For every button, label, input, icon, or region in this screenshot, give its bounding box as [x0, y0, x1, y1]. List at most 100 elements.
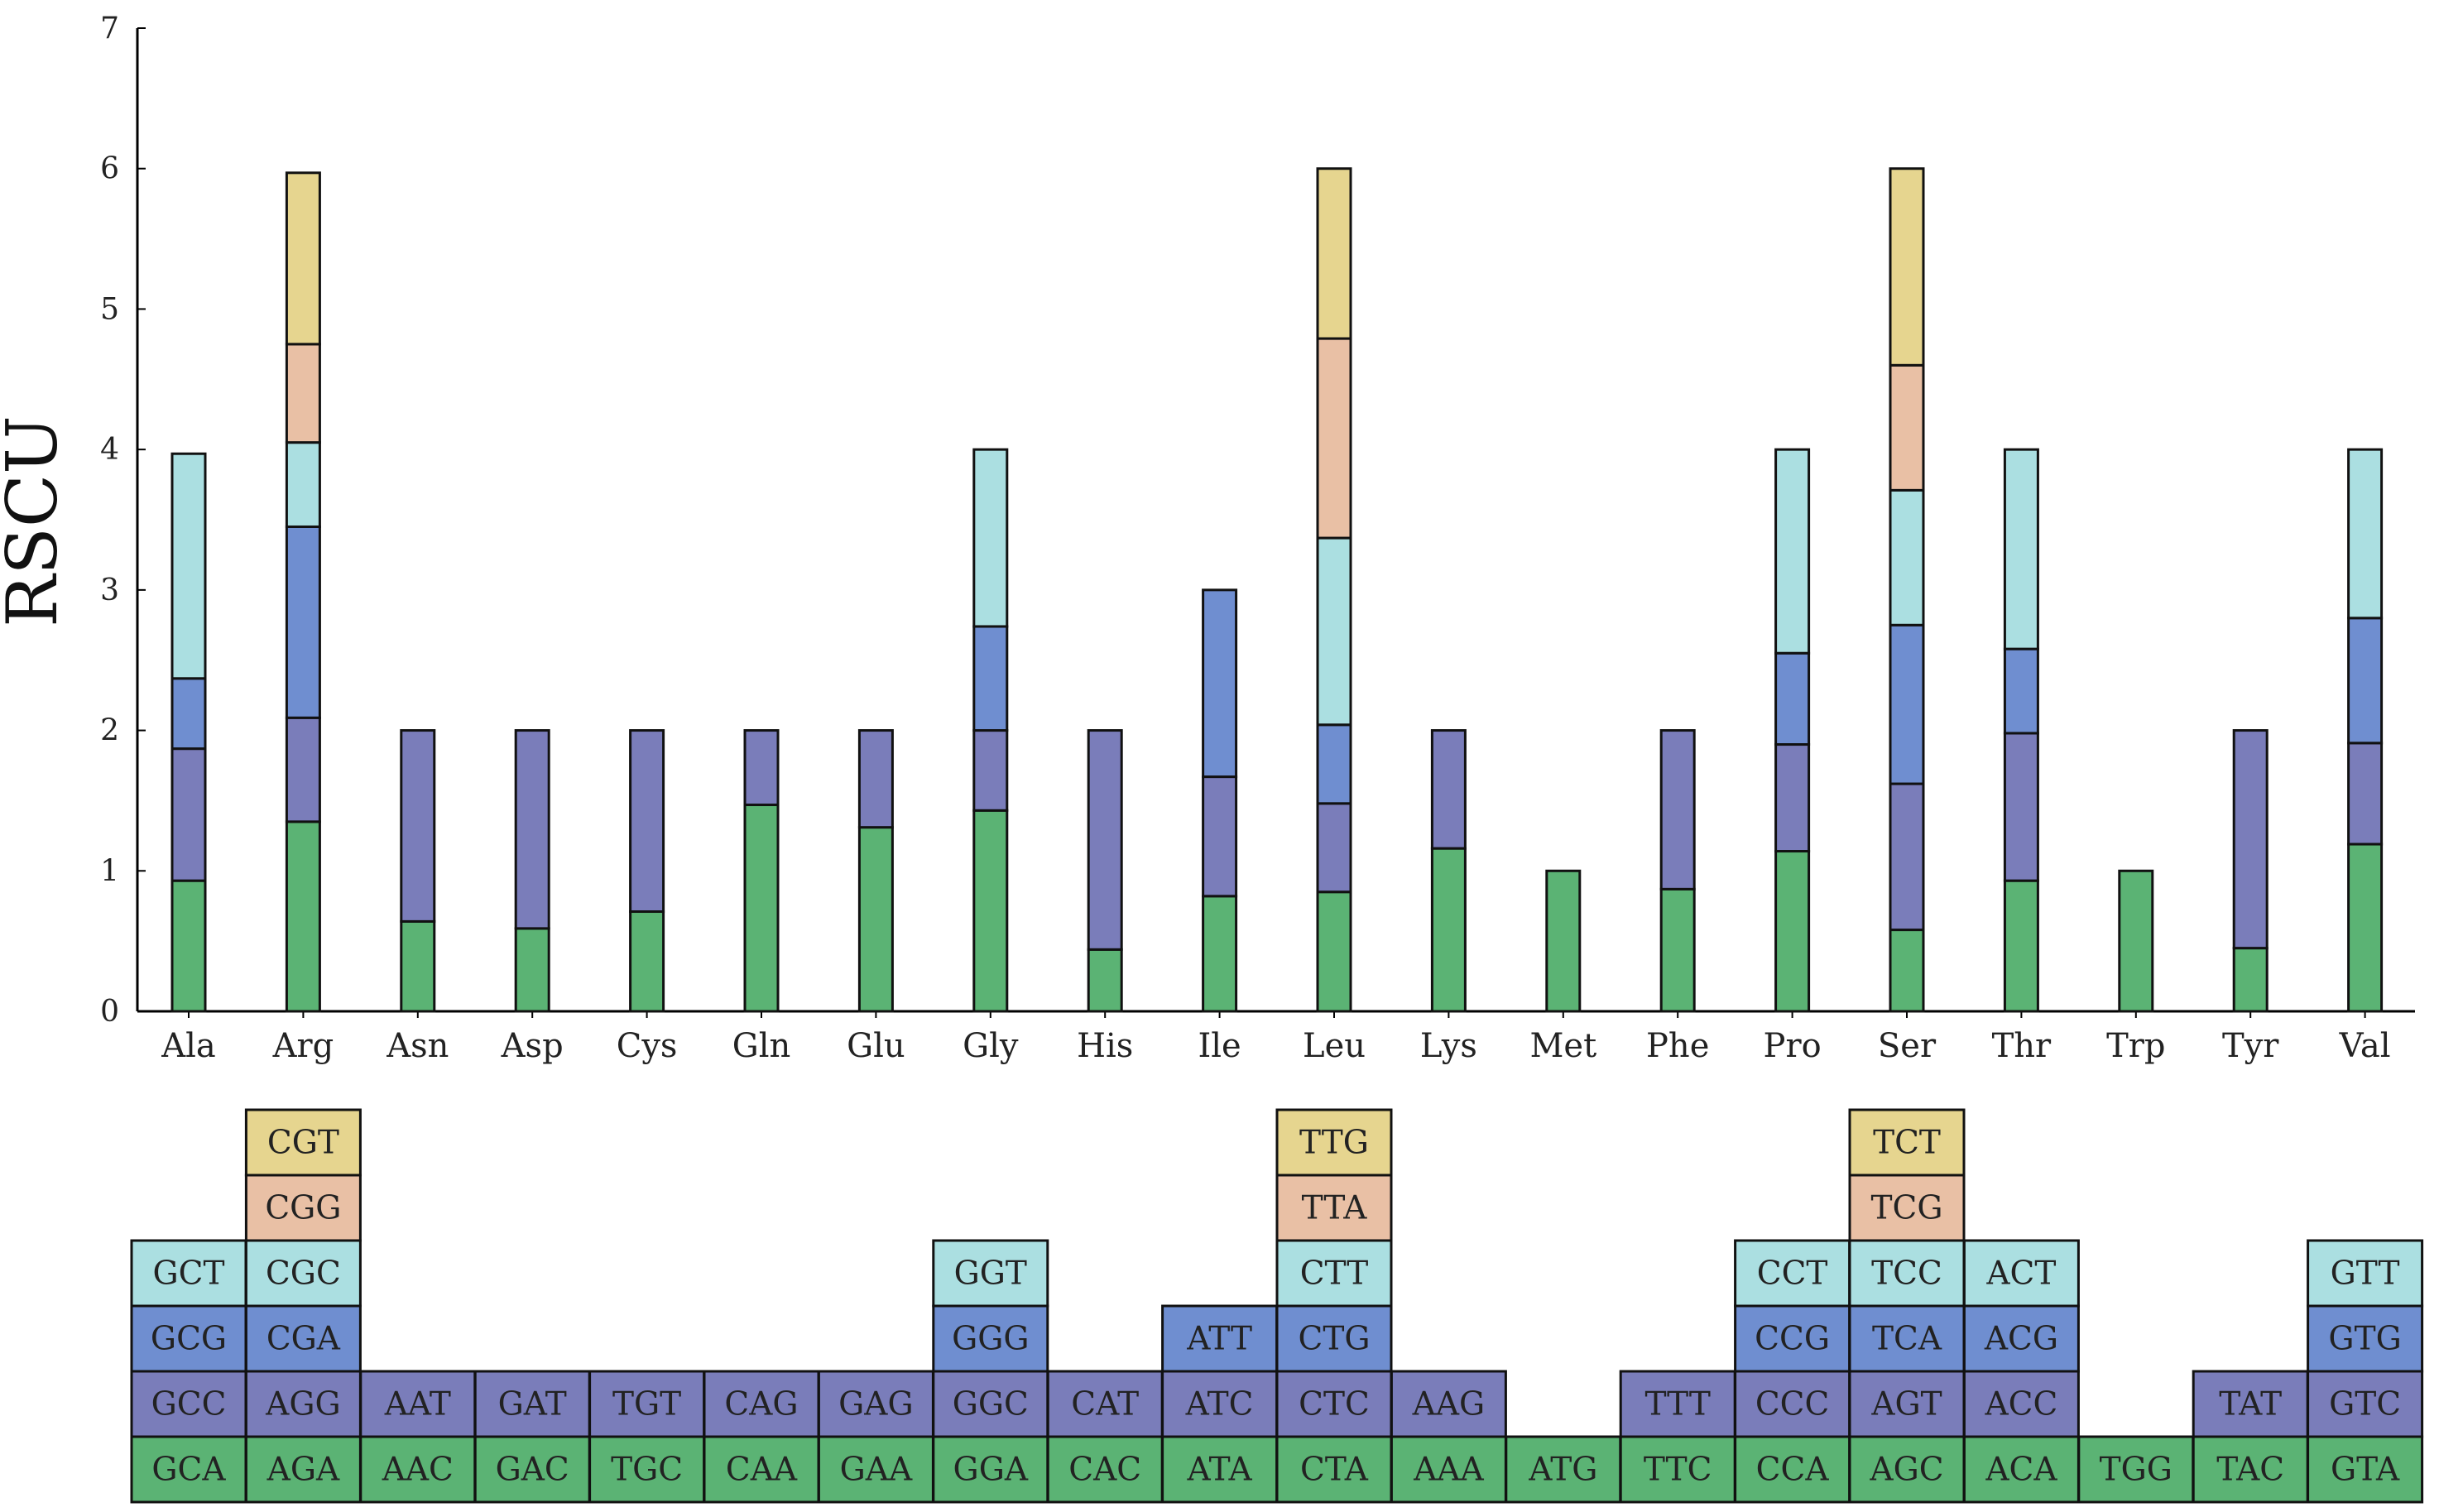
bar-segment-leu-ctg	[1316, 723, 1352, 805]
codon-label-acg: ACG	[1984, 1321, 2058, 1358]
bar-segment-pro-ccc	[1774, 743, 1811, 853]
codon-label-tgt: TGT	[612, 1386, 681, 1423]
y-tick-label: 5	[100, 292, 119, 326]
bar-segment-val-gta	[2347, 842, 2384, 1013]
codon-label-gtt: GTT	[2331, 1255, 2400, 1293]
codon-cell-gtt	[2307, 1239, 2424, 1308]
bar-segment-asn-aac	[400, 919, 436, 1013]
codon-cell-ctt	[1275, 1239, 1393, 1308]
bar-segment-gly-gga	[972, 809, 1009, 1013]
codon-cell-att	[1161, 1304, 1279, 1373]
codon-label-ttg: TTG	[1299, 1125, 1369, 1162]
y-tick-label: 4	[100, 433, 119, 467]
codon-cell-tta	[1275, 1174, 1393, 1242]
codon-label-ggg: GGG	[952, 1321, 1029, 1358]
codon-label-agg: AGG	[265, 1386, 340, 1423]
codon-label-cga: CGA	[266, 1321, 341, 1358]
codon-label-ata: ATA	[1187, 1452, 1253, 1489]
x-axis: Ala Arg Asn Asp Cys Gln Glu Gly His Ile Leu Lys Met P…	[137, 1010, 2415, 1065]
codon-label-ggt: GGT	[954, 1255, 1027, 1293]
y-axis-label: RSCU	[0, 415, 73, 627]
bar-segment-glu-gaa	[857, 826, 894, 1013]
x-tick-label-thr: Thr	[1992, 1027, 2052, 1065]
x-tick-label-ile: Ile	[1198, 1027, 1241, 1065]
bar-segment-ile-ata	[1202, 895, 1238, 1013]
bar-segment-thr-act	[2003, 448, 2039, 650]
bar-segment-met-atg	[1545, 869, 1582, 1013]
bar-segment-leu-tta	[1316, 337, 1352, 540]
codon-label-atg: ATG	[1528, 1452, 1597, 1489]
codon-cell-cgt	[244, 1108, 362, 1177]
codon-cell-ccc	[1734, 1370, 1851, 1438]
bar-segment-ile-atc	[1202, 775, 1238, 898]
codon-label-act: ACT	[1985, 1255, 2056, 1293]
bar-segment-ala-gcc	[170, 747, 207, 882]
codon-label-gct: GCT	[152, 1255, 224, 1293]
bar-segment-ser-agc	[1889, 929, 1925, 1013]
codon-cell-aat	[359, 1370, 477, 1438]
codon-label-cct: CCT	[1757, 1255, 1828, 1293]
bar-segment-pro-ccg	[1774, 651, 1811, 746]
codon-cell-cga	[244, 1304, 362, 1373]
bar-segment-gly-ggt	[972, 448, 1009, 628]
bar-segment-pro-cca	[1774, 850, 1811, 1013]
bar-segment-his-cac	[1087, 948, 1123, 1013]
codon-label-tat: TAT	[2219, 1386, 2282, 1423]
codon-cell-aaa	[1390, 1435, 1507, 1504]
codon-cell-ggt	[932, 1239, 1049, 1308]
codon-cell-ttc	[1619, 1435, 1736, 1504]
codon-label-gtg: GTG	[2328, 1321, 2401, 1358]
codon-label-tcg: TCG	[1870, 1190, 1942, 1227]
codon-label-ggc: GGC	[953, 1386, 1029, 1423]
codon-cell-aga	[244, 1435, 362, 1504]
bar-segment-arg-cga	[285, 525, 321, 719]
codon-label-gaa: GAA	[840, 1452, 913, 1489]
y-tick-label: 7	[100, 12, 119, 46]
y-tick-label: 0	[100, 995, 119, 1029]
bar-segment-arg-cgg	[285, 343, 321, 444]
y-axis: 0 1 2 3 4 5 6 7	[100, 12, 146, 1029]
codon-cell-cca	[1734, 1435, 1851, 1504]
bar-segment-ile-att	[1202, 588, 1238, 779]
codon-label-aga: AGA	[266, 1452, 340, 1489]
bar-segment-ser-tcc	[1889, 488, 1925, 626]
codon-cell-tgc	[588, 1435, 706, 1504]
codon-label-gcg: GCG	[151, 1321, 227, 1358]
codon-cell-tcc	[1848, 1239, 1966, 1308]
codon-label-cgc: CGC	[266, 1255, 341, 1293]
codon-label-cac: CAC	[1068, 1452, 1141, 1489]
codon-label-tca: TCA	[1872, 1321, 1942, 1358]
x-tick-label-phe: Phe	[1646, 1027, 1709, 1065]
x-tick-label-lys: Lys	[1420, 1027, 1477, 1065]
bar-segment-tyr-tat	[2232, 729, 2269, 950]
y-tick-label: 3	[100, 574, 119, 607]
bar-segment-trp-tgg	[2118, 869, 2154, 1013]
codon-label-aat: AAT	[384, 1386, 451, 1423]
codon-label-caa: CAA	[726, 1452, 798, 1489]
codon-label-cca: CCA	[1756, 1452, 1830, 1489]
codon-label-cgt: CGT	[267, 1125, 339, 1162]
x-tick-label-asp: Asp	[501, 1027, 564, 1065]
codon-cell-cct	[1734, 1239, 1851, 1308]
bar-segment-arg-cgc	[285, 441, 321, 528]
codon-cell-aag	[1390, 1370, 1507, 1438]
x-tick-label-leu: Leu	[1303, 1027, 1366, 1065]
codon-label-cta: CTA	[1300, 1452, 1369, 1489]
bar-segment-asp-gac	[514, 927, 550, 1013]
codon-label-cgg: CGG	[265, 1190, 341, 1227]
bar-segment-cys-tgt	[629, 729, 665, 914]
x-tick-label-asn: Asn	[386, 1027, 449, 1065]
codon-label-tta: TTA	[1302, 1190, 1368, 1227]
codon-label-aac: AAC	[382, 1452, 454, 1489]
codon-label-ccg: CCG	[1755, 1321, 1830, 1358]
bar-segment-val-gtt	[2347, 448, 2384, 620]
codon-label-tcc: TCC	[1871, 1255, 1942, 1293]
codon-cell-gtg	[2307, 1304, 2424, 1373]
codon-cell-ggc	[932, 1370, 1049, 1438]
x-tick-label-met: Met	[1529, 1027, 1596, 1065]
codon-label-agt: AGT	[1870, 1386, 1942, 1423]
bar-segment-ala-gct	[170, 452, 207, 680]
x-tick-label-ala: Ala	[161, 1027, 216, 1065]
x-tick-label-his: His	[1077, 1027, 1133, 1065]
